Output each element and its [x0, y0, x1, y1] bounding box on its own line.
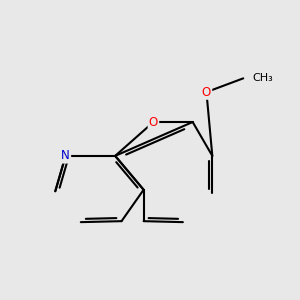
Text: N: N [61, 149, 70, 162]
Text: CH₃: CH₃ [252, 74, 273, 83]
Text: O: O [202, 85, 211, 99]
Text: O: O [149, 116, 158, 128]
